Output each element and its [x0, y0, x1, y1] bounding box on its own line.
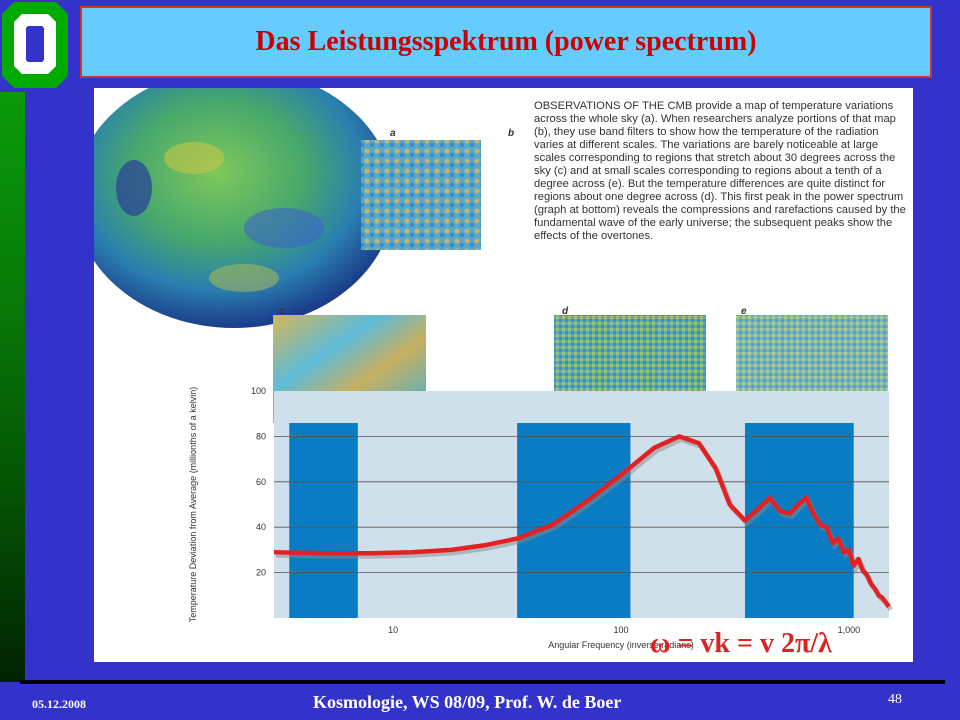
y-tick-label: 100: [251, 386, 266, 396]
panel-label-b: b: [508, 128, 515, 139]
spectrum-line: [273, 434, 891, 608]
frequency-band-2: [517, 423, 631, 618]
x-axis-label: Angular Frequency (inverse radians): [548, 640, 694, 650]
x-tick-label: 100: [613, 625, 628, 635]
panel-label-e: e: [741, 306, 747, 317]
figure-caption: OBSERVATIONS OF THE CMB provide a map of…: [534, 100, 906, 242]
x-tick-label: 10: [388, 625, 398, 635]
title-box: [80, 6, 932, 78]
x-tick-label: 1,000: [838, 625, 861, 635]
frequency-band-1: [289, 423, 358, 618]
slide-title: Das Leistungsspektrum (power spectrum): [255, 26, 757, 57]
panel-b: [361, 140, 481, 250]
frequency-band-3: [744, 423, 854, 618]
footer-rule: [20, 680, 945, 684]
panel-label-a: a: [390, 128, 396, 139]
y-tick-label: 20: [256, 568, 266, 578]
panel-label-d: d: [562, 306, 569, 317]
panel-label-c: c: [279, 306, 285, 317]
university-logo: [0, 0, 70, 90]
footer-text: Kosmologie, WS 08/09, Prof. W. de Boer: [313, 692, 622, 712]
y-axis-label: Temperature Deviation from Average (mill…: [188, 387, 198, 622]
left-gradient-bar: [0, 92, 25, 682]
sky-map: [94, 88, 394, 328]
dispersion-formula: ω = vk = v 2π/λ: [650, 628, 832, 659]
y-tick-label: 40: [256, 522, 266, 532]
footer-date: 05.12.2008: [32, 697, 86, 711]
figure-artwork: 20 40 60 80 100 10 100 1,000 Temperature Deviati…: [94, 88, 893, 650]
y-tick-label: 60: [256, 477, 266, 487]
y-tick-label: 80: [256, 431, 266, 441]
page-number: 48: [888, 692, 902, 707]
cmb-figure: 20 40 60 80 100 10 100 1,000 Temperature Deviati…: [94, 88, 913, 662]
power-spectrum-chart: 20 40 60 80 100 10 100 1,000 Temperature Deviati…: [188, 386, 893, 650]
